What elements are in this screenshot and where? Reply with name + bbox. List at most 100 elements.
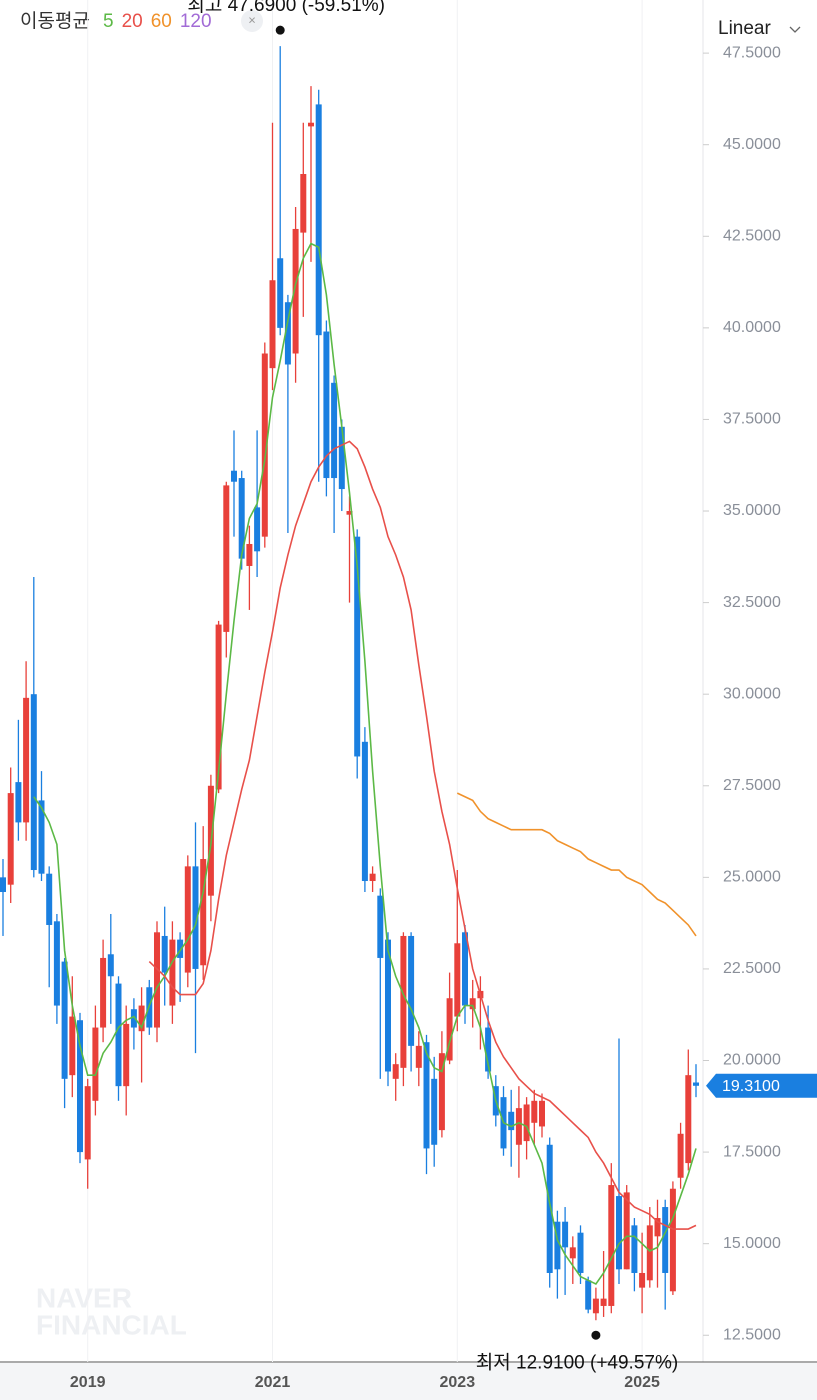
y-tick-label: 45.0000	[723, 136, 781, 153]
candle-body	[69, 1016, 76, 1076]
candle-body	[0, 877, 6, 893]
candle-body	[231, 470, 237, 482]
y-tick-label: 30.0000	[723, 685, 781, 702]
y-tick-label: 25.0000	[723, 869, 781, 886]
candle-body	[669, 1188, 676, 1292]
candle-body	[369, 873, 376, 882]
candle-body	[115, 983, 122, 1087]
legend-item: 5	[103, 11, 114, 32]
candle-body	[577, 1232, 584, 1273]
candle-body	[485, 1027, 492, 1072]
candle-body	[238, 478, 245, 559]
legend-item: 20	[122, 11, 143, 32]
candle-body	[7, 793, 14, 885]
candle-body	[292, 228, 299, 354]
candle-body	[346, 511, 353, 515]
candle-body	[107, 954, 114, 977]
close-icon[interactable]: ×	[248, 12, 256, 27]
x-tick-label: 2021	[255, 1374, 291, 1391]
candle-body	[46, 873, 53, 925]
candle-body	[100, 957, 107, 1028]
legend-item: 120	[180, 11, 212, 32]
candle-body	[361, 741, 368, 882]
candle-body	[77, 1020, 83, 1153]
watermark: FINANCIAL	[36, 1309, 187, 1340]
y-tick-label: 20.0000	[723, 1052, 781, 1069]
candle-body	[592, 1298, 599, 1314]
candle-body	[562, 1221, 569, 1248]
candle-body	[308, 122, 314, 127]
candle-body	[508, 1111, 515, 1131]
candle-body	[531, 1100, 538, 1123]
ma-line	[148, 440, 697, 1230]
low-marker	[591, 1330, 601, 1340]
dropdown-arrow[interactable]	[789, 26, 801, 33]
candle-body	[338, 426, 345, 490]
candle-body	[200, 859, 207, 966]
candle-body	[254, 507, 261, 552]
y-tick-label: 42.5000	[723, 227, 781, 244]
y-tick-label: 37.5000	[723, 411, 781, 428]
candle-body	[415, 1045, 422, 1068]
candle-body	[631, 1225, 638, 1273]
candle-body	[623, 1192, 630, 1270]
candle-body	[608, 1185, 615, 1306]
close-button[interactable]	[241, 10, 263, 32]
candle-body	[138, 1005, 145, 1032]
candle-body	[246, 543, 253, 566]
y-tick-label: 27.5000	[723, 777, 781, 794]
candle-body	[600, 1298, 607, 1306]
candle-body	[300, 174, 307, 233]
low-annotation: 최저 12.9100 (+49.57%)	[476, 1351, 678, 1373]
candle-body	[569, 1247, 576, 1259]
candle-body	[331, 382, 338, 479]
candle-body	[554, 1221, 561, 1270]
candle-body	[161, 935, 168, 973]
candle-body	[61, 961, 68, 1079]
candle-body	[269, 280, 276, 369]
candle-body	[616, 1196, 622, 1270]
candle-body	[277, 258, 284, 328]
candle-body	[192, 866, 199, 969]
scale-dropdown[interactable]: Linear	[718, 18, 771, 39]
candle-body	[261, 353, 268, 537]
candle-body	[693, 1082, 699, 1086]
candle-body	[454, 943, 461, 1017]
candle-body	[30, 694, 37, 871]
candle-body	[400, 935, 407, 1068]
ma-line	[456, 792, 697, 937]
y-tick-label: 32.5000	[723, 594, 781, 611]
candle-body	[169, 939, 176, 1006]
y-tick-label: 35.0000	[723, 502, 781, 519]
candle-body	[431, 1078, 438, 1145]
legend-title: 이동평균	[20, 10, 90, 32]
candle-body	[15, 782, 22, 823]
candle-body	[223, 485, 230, 632]
candle-body	[438, 1053, 445, 1131]
candle-body	[585, 1280, 592, 1310]
candle-body	[38, 800, 45, 874]
y-tick-label: 47.5000	[723, 44, 781, 61]
x-axis-bg	[0, 1363, 817, 1400]
candle-body	[685, 1075, 692, 1164]
candle-body	[315, 104, 322, 336]
candle-body	[284, 302, 291, 365]
high-marker	[275, 25, 285, 35]
candle-body	[446, 998, 453, 1061]
candle-body	[423, 1042, 430, 1149]
candle-body	[130, 1009, 137, 1028]
candle-body	[408, 935, 415, 1046]
candle-body	[462, 932, 468, 1006]
candle-body	[515, 1108, 522, 1145]
candle-body	[546, 1144, 553, 1273]
candle-body	[639, 1272, 646, 1288]
candle-body	[92, 1027, 99, 1101]
candle-body	[539, 1100, 545, 1127]
candle-body	[523, 1104, 530, 1142]
candle-body	[23, 697, 30, 823]
candle-body	[392, 1064, 399, 1079]
watermark: NAVER	[36, 1282, 132, 1313]
candle-body	[184, 866, 191, 973]
